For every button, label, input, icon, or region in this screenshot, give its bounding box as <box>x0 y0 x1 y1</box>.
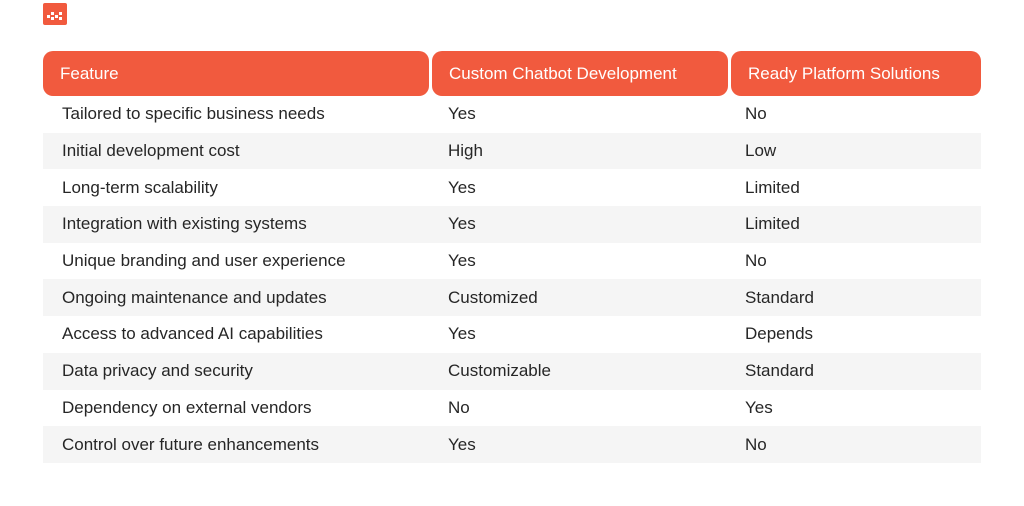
table-row: Control over future enhancements Yes No <box>43 426 981 463</box>
custom-cell: No <box>448 397 470 417</box>
ready-cell: Standard <box>745 287 814 307</box>
ready-cell: No <box>745 251 767 271</box>
table-row: Dependency on external vendors No Yes <box>43 390 981 427</box>
feature-cell: Initial development cost <box>62 141 240 161</box>
ready-cell: No <box>745 104 767 124</box>
feature-cell: Ongoing maintenance and updates <box>62 287 327 307</box>
custom-cell: Customizable <box>448 361 551 381</box>
custom-cell: Yes <box>448 177 476 197</box>
ready-cell: No <box>745 434 767 454</box>
custom-cell: Yes <box>448 104 476 124</box>
table-row: Unique branding and user experience Yes … <box>43 243 981 280</box>
table-row: Access to advanced AI capabilities Yes D… <box>43 316 981 353</box>
table-row: Long-term scalability Yes Limited <box>43 169 981 206</box>
feature-cell: Long-term scalability <box>62 177 218 197</box>
ready-cell: Depends <box>745 324 814 344</box>
table-row: Data privacy and security Customizable S… <box>43 352 981 390</box>
custom-cell: Yes <box>448 434 476 454</box>
table-row: Tailored to specific business needs Yes … <box>43 96 981 133</box>
custom-cell: Yes <box>448 214 476 234</box>
table-row: Integration with existing systems Yes Li… <box>43 206 981 243</box>
header-ready-platform: Ready Platform Solutions <box>731 51 981 96</box>
custom-cell: Customized <box>448 287 538 307</box>
table-row: Initial development cost High Low <box>43 132 981 170</box>
table-header: Feature Custom Chatbot Development Ready… <box>43 51 981 96</box>
ready-cell: Yes <box>745 397 773 417</box>
brand-logo-icon <box>43 3 67 25</box>
feature-cell: Integration with existing systems <box>62 214 307 234</box>
custom-cell: Yes <box>448 324 476 344</box>
feature-cell: Dependency on external vendors <box>62 397 312 417</box>
feature-cell: Unique branding and user experience <box>62 251 346 271</box>
comparison-table: Feature Custom Chatbot Development Ready… <box>43 51 981 463</box>
feature-cell: Tailored to specific business needs <box>62 104 325 124</box>
feature-cell: Data privacy and security <box>62 361 253 381</box>
table-row: Ongoing maintenance and updates Customiz… <box>43 279 981 317</box>
header-custom-chatbot: Custom Chatbot Development <box>432 51 728 96</box>
custom-cell: High <box>448 141 483 161</box>
custom-cell: Yes <box>448 251 476 271</box>
ready-cell: Limited <box>745 177 800 197</box>
ready-cell: Limited <box>745 214 800 234</box>
header-feature: Feature <box>43 51 429 96</box>
feature-cell: Access to advanced AI capabilities <box>62 324 323 344</box>
ready-cell: Standard <box>745 361 814 381</box>
ready-cell: Low <box>745 141 777 161</box>
feature-cell: Control over future enhancements <box>62 434 320 454</box>
